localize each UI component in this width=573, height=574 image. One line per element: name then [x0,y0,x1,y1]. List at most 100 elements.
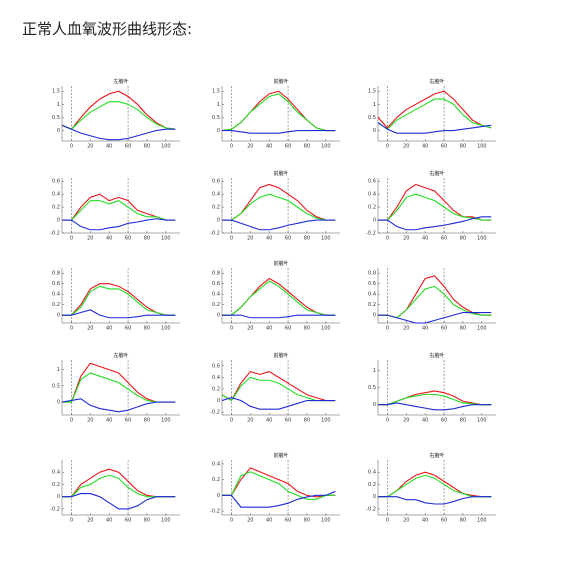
y-tick-label: 0.6 [212,179,220,185]
chart-title: 前脑叶 [273,78,288,85]
x-tick-label: 40 [422,144,428,150]
y-tick-label: 0.4 [368,292,376,298]
series-line [61,398,176,413]
x-tick-label: 60 [125,144,131,150]
x-tick-label: 100 [321,144,331,150]
chart-title: 前脑叶 [273,260,288,267]
series-line [222,490,336,508]
x-tick-label: 20 [403,144,409,150]
y-tick-label: 0 [57,494,60,500]
x-tick-label: 40 [106,144,112,150]
series-line [222,277,336,316]
y-tick-label: 0.8 [52,271,60,277]
y-tick-label: 0.4 [212,192,220,198]
y-tick-label: 0 [57,400,60,406]
x-tick-label: 100 [161,518,171,524]
y-tick-label: 0 [373,494,376,500]
series-line [62,200,176,221]
x-tick-label: 0 [230,326,233,332]
y-tick-label: 0.2 [368,205,376,211]
x-tick-label: 20 [247,326,253,332]
series-line [378,402,492,411]
y-tick-label: 0 [217,128,220,134]
x-tick-label: 80 [304,236,310,242]
x-tick-label: 0 [386,518,389,524]
x-tick-label: 20 [403,326,409,332]
x-tick-label: 60 [441,418,447,424]
y-tick-label: 0.4 [368,470,376,476]
x-tick-label: 20 [403,518,409,524]
x-tick-label: 80 [144,518,150,524]
x-tick-label: 0 [70,518,73,524]
x-tick-label: 100 [161,236,171,242]
x-tick-label: 40 [106,518,112,524]
y-tick-label: 0.2 [368,482,376,488]
x-tick-label: 100 [477,144,487,150]
series-line [221,397,336,410]
x-tick-label: 0 [386,326,389,332]
y-tick-label: 0.2 [212,386,220,392]
series-line [378,471,492,498]
x-tick-label: 80 [144,326,150,332]
series-line [222,467,336,498]
x-tick-label: 80 [460,326,466,332]
series-line [62,372,176,403]
x-tick-label: 40 [266,144,272,150]
y-tick-label: 0 [217,398,220,404]
series-line [61,124,176,141]
chart-title: 左脑叶 [113,352,128,359]
y-tick-label: 0.2 [52,302,60,308]
series-line [62,474,176,498]
y-tick-label: 0.5 [368,115,376,121]
series-line [378,311,492,324]
x-tick-label: 40 [266,518,272,524]
x-tick-label: 60 [285,144,291,150]
x-tick-label: 60 [285,326,291,332]
y-tick-label: 0 [373,218,376,224]
y-tick-label: 0 [373,313,376,319]
x-tick-label: 40 [266,418,272,424]
x-tick-label: 20 [403,418,409,424]
chart-title: 前脑叶 [273,452,288,459]
x-tick-label: 100 [477,326,487,332]
x-tick-label: 0 [230,518,233,524]
y-tick-label: 0.2 [368,302,376,308]
series-line [378,496,492,505]
x-tick-label: 20 [87,236,93,242]
y-tick-label: 0.5 [52,115,60,121]
x-tick-label: 40 [266,236,272,242]
x-tick-label: 0 [386,144,389,150]
y-tick-label: 0.4 [52,470,60,476]
y-tick-label: 1 [373,102,376,108]
x-tick-label: 100 [321,518,331,524]
y-tick-label: 0 [373,402,376,408]
y-tick-label: 0.6 [368,179,376,185]
x-tick-label: 20 [247,418,253,424]
x-tick-label: 80 [304,144,310,150]
x-tick-label: 60 [285,236,291,242]
x-tick-label: 80 [460,236,466,242]
y-tick-label: -0.2 [366,506,376,512]
y-tick-label: 1 [217,102,220,108]
series-line [221,93,336,132]
x-tick-label: 40 [422,326,428,332]
x-tick-label: 80 [304,326,310,332]
y-tick-label: 1.5 [368,89,376,95]
page-title: 正常人血氧波形曲线形态: [22,20,193,38]
chart-title: 左脑叶 [113,78,128,85]
x-tick-label: 40 [422,236,428,242]
x-tick-label: 80 [304,518,310,524]
y-tick-label: 0.2 [212,477,220,483]
y-tick-label: 0.4 [52,292,60,298]
x-tick-label: 0 [70,236,73,242]
x-tick-label: 100 [161,418,171,424]
x-tick-label: 20 [247,236,253,242]
y-tick-label: 1 [373,368,376,374]
series-line [61,101,176,130]
y-tick-label: -0.2 [50,231,60,237]
x-tick-label: 40 [106,326,112,332]
y-tick-label: -0.2 [210,509,220,515]
x-tick-label: 0 [386,236,389,242]
y-tick-label: 1 [57,102,60,108]
series-line [222,193,336,221]
